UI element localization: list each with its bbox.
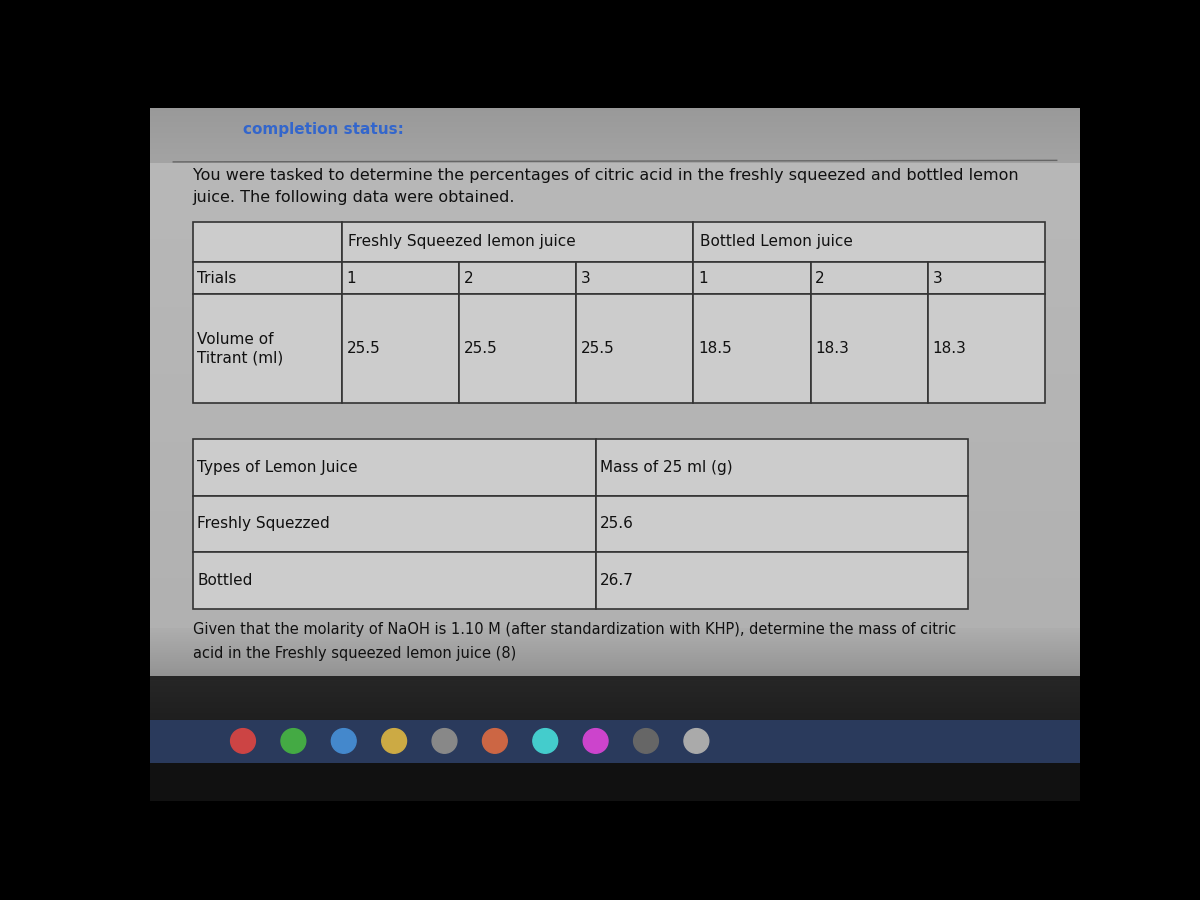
Circle shape: [432, 729, 457, 753]
Bar: [576, 262, 694, 294]
Bar: [193, 262, 342, 294]
Bar: [811, 294, 928, 403]
Bar: [928, 262, 1045, 294]
Text: completion status:: completion status:: [242, 122, 404, 137]
Circle shape: [634, 729, 659, 753]
Bar: [193, 294, 342, 403]
Text: 3: 3: [581, 271, 590, 285]
Bar: [150, 720, 1080, 762]
Text: 1: 1: [347, 271, 356, 285]
Circle shape: [331, 729, 356, 753]
Text: 26.7: 26.7: [600, 572, 634, 588]
Text: Trials: Trials: [197, 271, 236, 285]
Circle shape: [230, 729, 256, 753]
Bar: [576, 294, 694, 403]
Bar: [595, 552, 967, 608]
Bar: [193, 552, 595, 608]
Text: 25.6: 25.6: [600, 517, 634, 531]
Text: 25.5: 25.5: [347, 341, 380, 356]
Text: 2: 2: [815, 271, 824, 285]
Text: 18.3: 18.3: [815, 341, 850, 356]
Circle shape: [533, 729, 558, 753]
Text: 3: 3: [932, 271, 942, 285]
Bar: [460, 262, 576, 294]
Circle shape: [482, 729, 508, 753]
Text: Bottled: Bottled: [197, 572, 253, 588]
Bar: [193, 222, 342, 262]
Circle shape: [583, 729, 608, 753]
Bar: [595, 439, 967, 496]
Text: Given that the molarity of NaOH is 1.10 M (after standardization with KHP), dete: Given that the molarity of NaOH is 1.10 …: [193, 623, 956, 661]
Bar: [460, 294, 576, 403]
Bar: [342, 294, 460, 403]
Text: 18.3: 18.3: [932, 341, 966, 356]
Bar: [811, 262, 928, 294]
Bar: [694, 222, 1045, 262]
Text: Types of Lemon Juice: Types of Lemon Juice: [197, 460, 358, 475]
Bar: [595, 496, 967, 552]
Bar: [342, 262, 460, 294]
Bar: [193, 496, 595, 552]
Text: 18.5: 18.5: [698, 341, 732, 356]
Text: Freshly Squeezed lemon juice: Freshly Squeezed lemon juice: [348, 235, 576, 249]
Circle shape: [382, 729, 407, 753]
Circle shape: [684, 729, 709, 753]
Bar: [193, 439, 595, 496]
Bar: [342, 222, 694, 262]
Text: Volume of
Titrant (ml): Volume of Titrant (ml): [197, 331, 283, 365]
Text: Bottled Lemon juice: Bottled Lemon juice: [700, 235, 852, 249]
Text: Freshly Squezzed: Freshly Squezzed: [197, 517, 330, 531]
Text: You were tasked to determine the percentages of citric acid in the freshly squee: You were tasked to determine the percent…: [193, 168, 1019, 204]
Text: Mass of 25 ml (g): Mass of 25 ml (g): [600, 460, 733, 475]
Bar: [694, 262, 811, 294]
Circle shape: [281, 729, 306, 753]
Bar: [694, 294, 811, 403]
Text: 1: 1: [698, 271, 708, 285]
Text: 25.5: 25.5: [463, 341, 498, 356]
Text: 25.5: 25.5: [581, 341, 614, 356]
Text: 2: 2: [463, 271, 473, 285]
Bar: [928, 294, 1045, 403]
